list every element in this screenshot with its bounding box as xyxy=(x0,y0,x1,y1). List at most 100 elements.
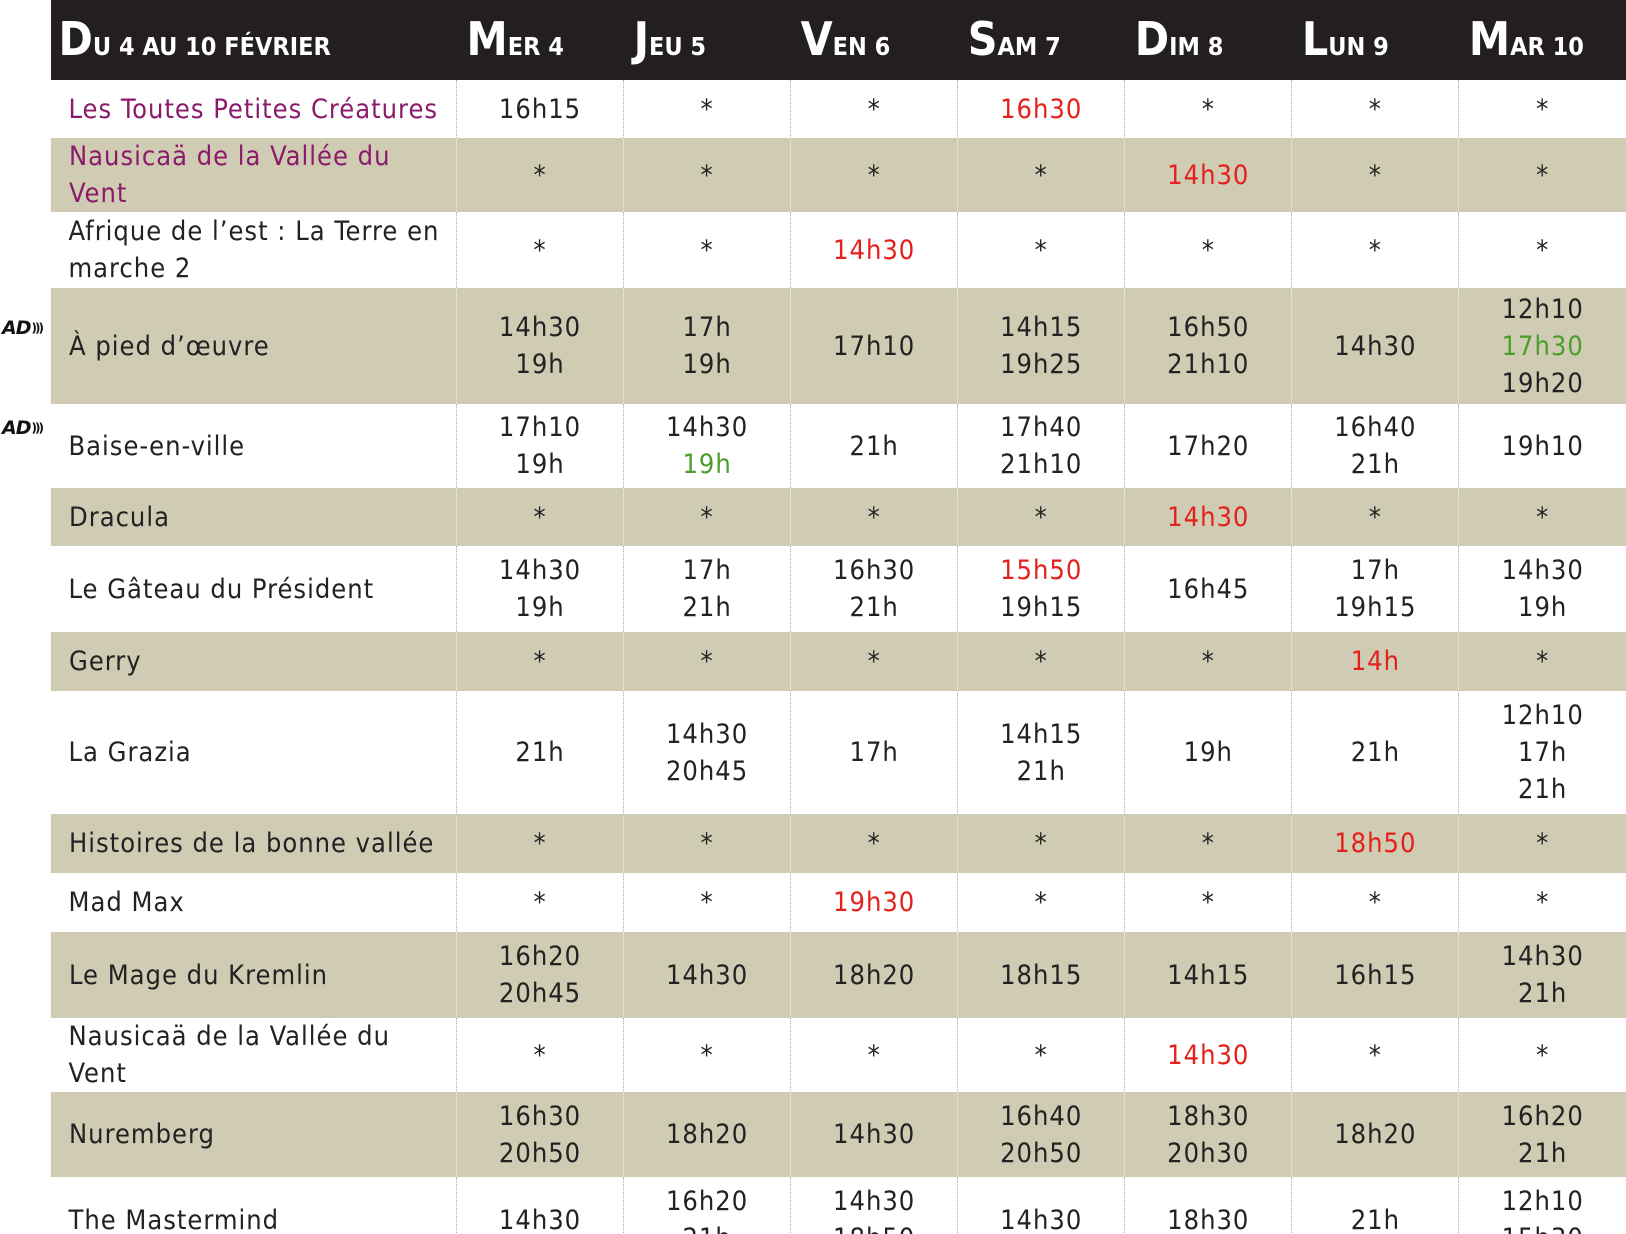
film-row: Nuremberg 16h30 20h50 18h20 14h30 16h40 20h50 1… xyxy=(50,1092,1626,1177)
showtime: * xyxy=(1034,159,1048,191)
showtime: 16h40 xyxy=(1334,412,1417,443)
showtime-cell: 14h xyxy=(1291,632,1459,691)
showtime-cell: * xyxy=(1291,1018,1459,1092)
showtime: 14h30 xyxy=(665,718,749,750)
showtime-cell: 16h40 21h xyxy=(1291,404,1459,488)
showtime-cell: * xyxy=(623,632,791,691)
showtime: 19h20 xyxy=(1501,367,1584,399)
showtime-cell: 14h30 xyxy=(455,1177,624,1234)
showtime-cell: 14h30 18h50 xyxy=(790,1177,958,1234)
showtime: 17h xyxy=(849,737,899,768)
showtime-cell: * xyxy=(623,873,791,932)
showtime: 12h10 xyxy=(1501,1186,1584,1217)
showtime: * xyxy=(1536,887,1550,918)
showtime: * xyxy=(533,828,547,859)
showtime-cell: 16h15 xyxy=(1291,932,1459,1018)
showtime-cell: 16h20 21h xyxy=(1458,1092,1626,1177)
showtime: * xyxy=(700,501,714,533)
showtime-cell: * xyxy=(455,814,624,873)
showtime-cell: 19h xyxy=(1124,691,1292,814)
showtime-cell: * xyxy=(790,80,958,138)
showtime: 20h45 xyxy=(665,755,749,787)
audio-description-badge: AD xyxy=(2,317,42,339)
showtime: 16h45 xyxy=(1167,573,1250,605)
showtime-cell: 14h30 xyxy=(1124,138,1292,212)
header-row: DU 4 AU 10 FÉVRIER MER 4 JEU 5 VEN 6 SAM 7 DI… xyxy=(50,0,1626,80)
film-title: Afrique de l’est : La Terre en marche 2 xyxy=(68,216,440,284)
film-title: The Mastermind xyxy=(68,1204,280,1234)
showtime-cell: * xyxy=(957,1018,1125,1092)
film-row: Histoires de la bonne vallée * * * * * 18h50 * xyxy=(50,814,1626,873)
showtime: 14h30 xyxy=(1167,1039,1250,1071)
showtime-cell: 18h30 20h30 xyxy=(1124,1092,1292,1177)
showtime: * xyxy=(1536,159,1550,191)
showtime: 19h xyxy=(515,349,565,380)
film-title: Histoires de la bonne vallée xyxy=(50,814,457,873)
showtime: 17h30 xyxy=(1501,330,1584,362)
day-header: MAR 10 xyxy=(1458,0,1626,80)
showtime: * xyxy=(1368,159,1382,191)
showtime-cell: 19h10 xyxy=(1458,404,1626,488)
showtime: 21h xyxy=(1016,755,1066,787)
film-title: Baise-en-ville xyxy=(68,430,246,462)
showtime-cell: * xyxy=(1124,80,1292,138)
showtime-cell: 14h30 xyxy=(1291,288,1459,404)
showtime-cell: * xyxy=(790,138,958,212)
header-title: DU 4 AU 10 FÉVRIER xyxy=(58,12,331,66)
showtime: 17h xyxy=(1350,555,1400,586)
showtime: * xyxy=(533,646,547,677)
film-title: Mad Max xyxy=(68,887,185,918)
showtime-cell: * xyxy=(957,488,1125,546)
day-header: MER 4 xyxy=(456,0,624,80)
showtime-cell: 14h30 19h xyxy=(455,546,624,632)
showtime: 21h xyxy=(849,592,899,623)
showtime-cell: 18h20 xyxy=(623,1092,791,1177)
showtime: 17h xyxy=(1518,737,1568,768)
showtime-cell: 16h40 20h50 xyxy=(957,1092,1125,1177)
showtime: * xyxy=(1536,234,1550,266)
film-title: Les Toutes Petites Créatures xyxy=(68,93,439,125)
showtime: 15h30 xyxy=(1459,1220,1626,1234)
film-title: Nuremberg xyxy=(50,1092,457,1177)
day-label: MER 4 xyxy=(466,12,564,66)
showtime: * xyxy=(1536,828,1550,859)
film-row: Le Mage du Kremlin 16h20 20h45 14h30 18h20 18… xyxy=(50,932,1626,1018)
showtime-cell: * xyxy=(455,873,624,932)
showtime: 21h xyxy=(682,592,732,623)
showtime-cell: 14h30 xyxy=(1124,1018,1292,1092)
showtime: * xyxy=(1034,501,1048,533)
showtime: 17h10 xyxy=(498,412,582,443)
showtime: 16h15 xyxy=(498,93,582,125)
showtime-cell: * xyxy=(1291,212,1459,288)
showtime: * xyxy=(1536,93,1550,125)
showtime-cell: * xyxy=(957,873,1125,932)
day-label: LUN 9 xyxy=(1301,12,1389,66)
showtime-cell: * xyxy=(455,632,624,691)
showtime-cell: * xyxy=(455,212,624,288)
showtime-cell: 14h30 19h xyxy=(1458,546,1626,632)
showtime: 16h30 xyxy=(1000,93,1083,125)
showtime: * xyxy=(1034,887,1048,918)
day-label: SAM 7 xyxy=(967,12,1061,66)
showtime: 20h30 xyxy=(1167,1137,1250,1169)
showtime: 21h xyxy=(624,1220,790,1234)
showtime-cell: 21h xyxy=(455,691,624,814)
showtime-cell: * xyxy=(1458,212,1626,288)
showtime: 18h50 xyxy=(791,1220,957,1234)
showtime-cell: * xyxy=(790,488,958,546)
day-header: VEN 6 xyxy=(790,0,958,80)
showtime-cell: 17h 19h xyxy=(623,288,791,404)
film-row: La Grazia 21h 14h30 20h45 17h 14h15 21h 19h 21h 1… xyxy=(51,691,1626,814)
day-label: DIM 8 xyxy=(1134,12,1224,66)
showtime-cell: * xyxy=(790,1018,958,1092)
showtime: 14h30 xyxy=(833,234,916,266)
film-title: À pied d’œuvre xyxy=(50,288,457,404)
showtime-cell: 16h30 21h xyxy=(790,546,958,632)
showtime: * xyxy=(867,646,881,677)
showtime-cell: 16h20 20h45 xyxy=(455,932,624,1018)
showtime-cell: * xyxy=(790,632,958,691)
showtime: 21h xyxy=(515,737,565,768)
showtime: 14h30 xyxy=(833,1186,916,1217)
showtime: * xyxy=(1368,234,1382,266)
